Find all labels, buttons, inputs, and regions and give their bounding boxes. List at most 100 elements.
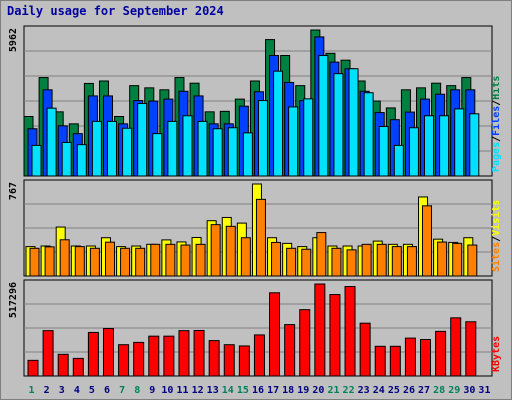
kbytes-legend-label: KBytes: [491, 336, 502, 372]
usage-legend-label: Pages/Files/Hits: [490, 76, 502, 172]
sites-visits-bar-sites: [165, 243, 176, 277]
sites-visits-bar-sites: [59, 239, 70, 277]
chart-title: Daily usage for September 2024: [7, 4, 224, 18]
sites-visits-bar-sites: [286, 247, 297, 277]
kbytes-bar-kbytes: [404, 337, 416, 377]
sites-visits-bar-sites: [120, 247, 131, 277]
legend-text: /: [491, 100, 502, 106]
sites-visits-bar-sites: [271, 241, 282, 277]
kbytes-bar-kbytes: [133, 341, 145, 377]
sites-visits-legend-label: Sites/Visits: [490, 200, 502, 272]
day-tick-label: 22: [343, 385, 355, 396]
sites-visits-bar-sites: [316, 232, 327, 277]
legend-text: Sites: [490, 242, 502, 272]
kbytes-bar-kbytes: [208, 340, 220, 377]
usage-bar-pages: [122, 127, 133, 177]
sites-visits-max-label: 767: [8, 182, 19, 200]
sites-visits-bar-sites: [44, 246, 55, 277]
kbytes-bar-kbytes: [148, 335, 160, 377]
sites-visits-bar-sites: [406, 246, 417, 277]
usage-bar-pages: [167, 120, 178, 177]
kbytes-bar-kbytes: [450, 317, 462, 377]
day-tick-label: 6: [104, 385, 110, 396]
day-tick-label: 2: [44, 385, 50, 396]
usage-bar-pages: [197, 120, 208, 177]
day-tick-label: 15: [237, 385, 249, 396]
kbytes-bar-kbytes: [163, 335, 175, 377]
day-tick-label: 5: [89, 385, 95, 396]
day-tick-label: 19: [297, 385, 309, 396]
sites-visits-bar-sites: [361, 243, 372, 277]
usage-bar-pages: [333, 73, 344, 177]
usage-bar-pages: [91, 120, 102, 177]
day-tick-label: 30: [463, 385, 475, 396]
sites-visits-bar-sites: [422, 205, 433, 277]
day-tick-label: 11: [176, 385, 188, 396]
kbytes-bar-kbytes: [253, 334, 265, 377]
usage-bar-pages: [227, 127, 238, 177]
usage-bar-pages: [469, 113, 480, 177]
usage-bar-pages: [348, 68, 359, 177]
usage-bar-pages: [439, 115, 450, 177]
day-tick-label: 23: [358, 385, 370, 396]
legend-text: /: [491, 236, 502, 242]
day-tick-label: 8: [134, 385, 140, 396]
usage-bar-pages: [152, 133, 163, 177]
day-tick-label: 31: [478, 385, 490, 396]
sites-visits-bar-sites: [467, 244, 478, 277]
day-tick-label: 12: [192, 385, 204, 396]
usage-bar-pages: [61, 141, 72, 177]
usage-bar-pages: [257, 100, 268, 177]
legend-text: Files: [490, 106, 502, 136]
day-tick-label: 10: [161, 385, 173, 396]
kbytes-bar-kbytes: [420, 339, 432, 377]
sites-visits-bar-sites: [346, 249, 357, 277]
day-tick-label: 4: [74, 385, 80, 396]
kbytes-bar-kbytes: [118, 344, 130, 377]
sites-visits-bar-sites: [391, 246, 402, 277]
kbytes-bar-kbytes: [102, 328, 114, 377]
day-tick-label: 16: [252, 385, 264, 396]
legend-text: /: [491, 136, 502, 142]
kbytes-bar-kbytes: [193, 329, 205, 377]
usage-bar-pages: [212, 128, 223, 177]
kbytes-bar-kbytes: [435, 330, 447, 377]
usage-bar-pages: [424, 115, 435, 177]
usage-bar-pages: [408, 127, 419, 177]
sites-visits-bar-sites: [195, 243, 206, 277]
legend-text: Hits: [490, 76, 502, 100]
usage-bar-pages: [273, 70, 284, 177]
kbytes-bar-kbytes: [465, 321, 477, 377]
usage-bar-pages: [242, 132, 253, 177]
usage-bar-pages: [137, 103, 148, 177]
usage-bar-pages: [454, 108, 465, 177]
sites-visits-bar-sites: [135, 247, 146, 277]
day-tick-label: 29: [448, 385, 460, 396]
day-tick-label: 26: [403, 385, 415, 396]
sites-visits-bar-sites: [331, 247, 342, 277]
sites-visits-bar-sites: [210, 224, 221, 277]
usage-bar-pages: [318, 55, 329, 177]
day-tick-label: 13: [207, 385, 219, 396]
day-tick-label: 18: [282, 385, 294, 396]
sites-visits-bar-sites: [437, 241, 448, 277]
usage-bar-pages: [46, 107, 57, 177]
kbytes-max-label: 517296: [8, 282, 19, 318]
sites-visits-bar-sites: [376, 243, 387, 277]
day-tick-label: 28: [433, 385, 445, 396]
day-tick-label: 17: [267, 385, 279, 396]
kbytes-bar-kbytes: [57, 353, 69, 377]
usage-bar-pages: [288, 106, 299, 177]
kbytes-bar-kbytes: [374, 345, 386, 377]
kbytes-bar-kbytes: [389, 345, 401, 377]
day-tick-label: 24: [373, 385, 385, 396]
legend-text: Pages: [491, 142, 502, 172]
day-tick-label: 7: [119, 385, 125, 396]
usage-bar-pages: [31, 144, 42, 177]
kbytes-bar-kbytes: [299, 309, 311, 377]
usage-bar-pages: [393, 144, 404, 177]
kbytes-bar-kbytes: [223, 344, 235, 377]
kbytes-bar-kbytes: [87, 331, 99, 377]
usage-bar-pages: [76, 144, 87, 177]
sites-visits-bar-sites: [89, 247, 100, 277]
